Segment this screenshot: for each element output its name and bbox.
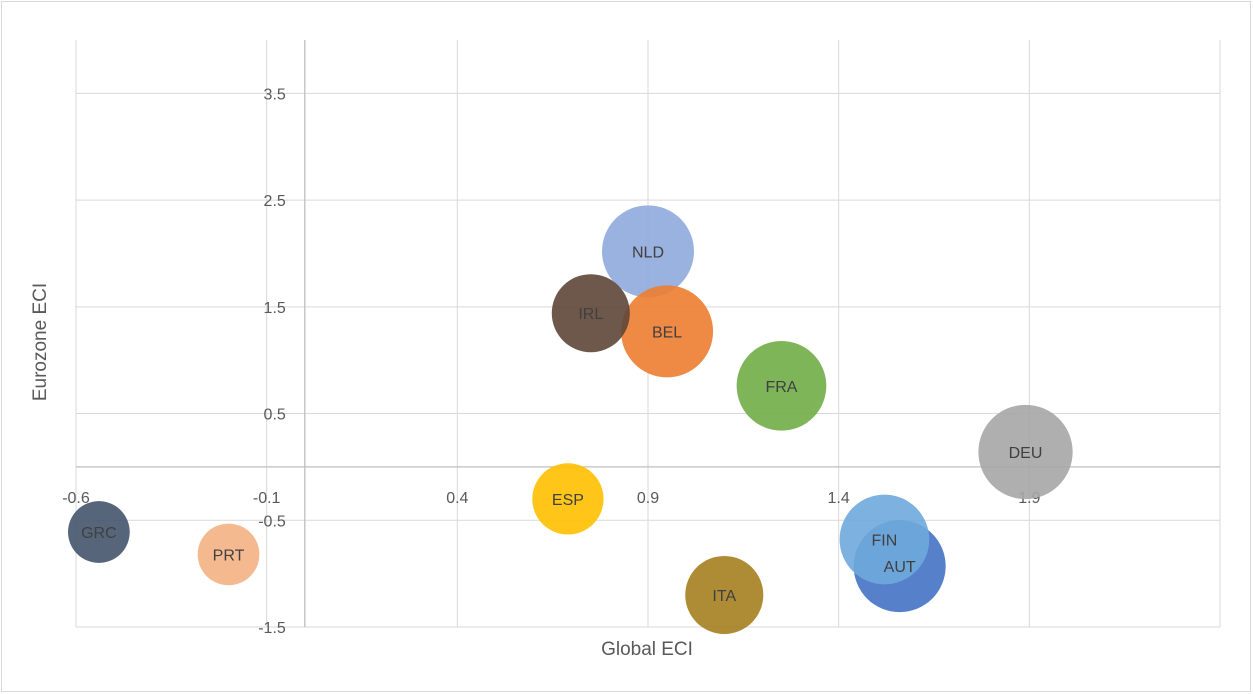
bubble-deu [978, 404, 1073, 500]
bubble-label-deu: DEU [1009, 445, 1043, 462]
y-tick-label: 0.5 [264, 407, 286, 424]
y-tick-label: -0.5 [258, 513, 286, 530]
bubble-label-prt: PRT [213, 547, 245, 564]
tick-labels: -0.6-0.10.40.91.41.9-1.5-0.50.51.52.53.5 [62, 86, 1040, 637]
bubble-label-irl: IRL [578, 306, 603, 323]
bubbles: DEU NLD BEL AUT FRA FIN IRL ITA ESP GRC PRT [68, 205, 1073, 635]
bubble-ita [685, 555, 764, 635]
x-axis-title: Global ECI [601, 639, 693, 660]
bubble-label-aut: AUT [884, 559, 916, 576]
x-tick-label: 0.9 [637, 490, 659, 507]
bubble-label-fin: FIN [872, 532, 898, 549]
y-axis-title: Eurozone ECI [30, 283, 51, 401]
bubble-label-nld: NLD [632, 244, 664, 261]
y-tick-label: 3.5 [264, 86, 286, 103]
x-tick-label: -0.1 [253, 490, 281, 507]
bubble-fra [736, 340, 827, 431]
bubble-label-fra: FRA [765, 379, 797, 396]
bubble-bel [621, 285, 714, 378]
y-tick-label: 2.5 [264, 193, 286, 210]
bubble-prt [197, 523, 260, 586]
x-tick-label: 0.4 [446, 490, 468, 507]
bubble-label-grc: GRC [81, 525, 117, 542]
bubble-nld [602, 205, 694, 298]
bubble-fin [839, 494, 930, 585]
bubble-label-ita: ITA [712, 588, 736, 605]
y-tick-label: -1.5 [258, 620, 286, 637]
y-tick-label: 1.5 [264, 300, 286, 317]
bubble-label-esp: ESP [552, 492, 584, 509]
x-tick-label: 1.4 [828, 490, 850, 507]
bubble-esp [532, 463, 604, 535]
bubble-label-bel: BEL [652, 324, 682, 341]
x-tick-label: -0.6 [62, 490, 90, 507]
bubble-grc [68, 501, 130, 563]
bubble-irl [551, 274, 630, 353]
